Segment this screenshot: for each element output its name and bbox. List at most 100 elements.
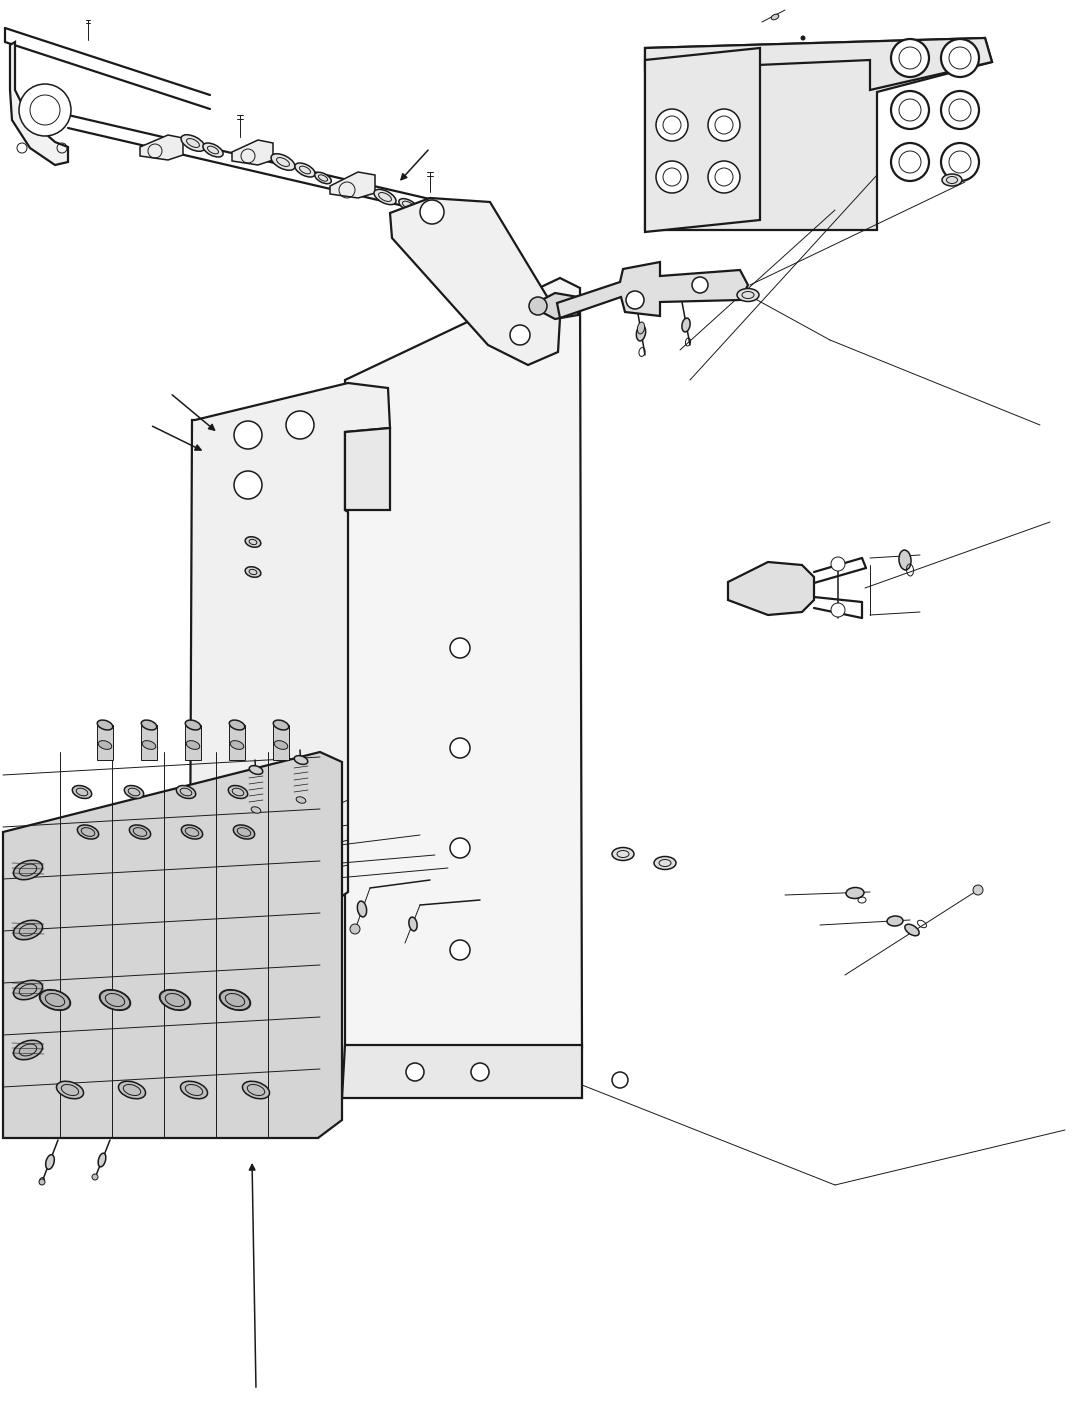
Ellipse shape <box>887 916 903 926</box>
Polygon shape <box>190 383 390 910</box>
Ellipse shape <box>230 720 245 730</box>
Circle shape <box>692 277 708 293</box>
Ellipse shape <box>245 567 261 577</box>
Ellipse shape <box>942 174 962 186</box>
Ellipse shape <box>249 765 263 774</box>
Ellipse shape <box>220 989 250 1010</box>
Ellipse shape <box>100 989 130 1010</box>
Ellipse shape <box>181 1081 208 1099</box>
Circle shape <box>973 885 983 895</box>
Ellipse shape <box>13 860 42 879</box>
Ellipse shape <box>13 981 42 1000</box>
Circle shape <box>286 411 314 439</box>
Polygon shape <box>538 293 578 319</box>
Polygon shape <box>229 725 245 760</box>
Polygon shape <box>3 751 342 1138</box>
Circle shape <box>831 557 845 571</box>
Circle shape <box>510 325 530 345</box>
Ellipse shape <box>637 325 645 340</box>
Ellipse shape <box>159 989 191 1010</box>
Circle shape <box>708 160 740 193</box>
Circle shape <box>891 39 929 77</box>
Circle shape <box>941 39 979 77</box>
Circle shape <box>406 1064 425 1081</box>
Circle shape <box>891 144 929 182</box>
Ellipse shape <box>13 1040 42 1059</box>
Ellipse shape <box>203 144 223 158</box>
Ellipse shape <box>274 740 288 750</box>
Ellipse shape <box>243 1081 270 1099</box>
Ellipse shape <box>409 917 417 931</box>
Circle shape <box>656 160 688 193</box>
Ellipse shape <box>129 825 151 839</box>
Ellipse shape <box>273 720 289 730</box>
Polygon shape <box>645 38 992 229</box>
Circle shape <box>420 200 444 224</box>
Ellipse shape <box>899 550 911 570</box>
Polygon shape <box>345 279 582 1065</box>
Ellipse shape <box>529 297 547 315</box>
Ellipse shape <box>45 1155 54 1169</box>
Ellipse shape <box>233 825 255 839</box>
Circle shape <box>891 91 929 129</box>
Circle shape <box>451 637 470 658</box>
Circle shape <box>471 1064 490 1081</box>
Ellipse shape <box>638 322 644 333</box>
Ellipse shape <box>399 198 417 211</box>
Ellipse shape <box>56 1081 83 1099</box>
Circle shape <box>350 924 360 934</box>
Ellipse shape <box>846 888 864 899</box>
Ellipse shape <box>13 920 42 940</box>
Polygon shape <box>141 725 157 760</box>
Ellipse shape <box>185 720 200 730</box>
Polygon shape <box>185 725 201 760</box>
Ellipse shape <box>229 785 248 799</box>
Circle shape <box>19 84 71 136</box>
Circle shape <box>234 421 262 449</box>
Polygon shape <box>140 135 183 160</box>
Ellipse shape <box>357 900 367 917</box>
Polygon shape <box>273 725 289 760</box>
Polygon shape <box>345 428 390 509</box>
Ellipse shape <box>186 740 199 750</box>
Ellipse shape <box>245 536 261 547</box>
Ellipse shape <box>99 1154 106 1166</box>
Circle shape <box>451 839 470 858</box>
Ellipse shape <box>295 756 308 764</box>
Ellipse shape <box>738 288 759 301</box>
Ellipse shape <box>682 318 690 332</box>
Ellipse shape <box>118 1081 145 1099</box>
Ellipse shape <box>612 847 634 861</box>
Circle shape <box>656 108 688 141</box>
Circle shape <box>941 91 979 129</box>
Ellipse shape <box>177 785 196 799</box>
Ellipse shape <box>181 135 205 152</box>
Ellipse shape <box>125 785 144 799</box>
Circle shape <box>801 37 805 39</box>
Ellipse shape <box>231 740 244 750</box>
Ellipse shape <box>181 825 203 839</box>
Ellipse shape <box>99 740 112 750</box>
Polygon shape <box>645 48 760 232</box>
Ellipse shape <box>296 796 305 803</box>
Circle shape <box>451 940 470 960</box>
Ellipse shape <box>77 825 99 839</box>
Polygon shape <box>10 42 68 165</box>
Ellipse shape <box>271 153 295 170</box>
Ellipse shape <box>97 720 113 730</box>
Polygon shape <box>390 198 560 364</box>
Circle shape <box>831 604 845 618</box>
Polygon shape <box>97 725 113 760</box>
Ellipse shape <box>905 924 919 936</box>
Ellipse shape <box>374 190 396 204</box>
Circle shape <box>941 144 979 182</box>
Polygon shape <box>342 1045 582 1097</box>
Polygon shape <box>232 141 273 165</box>
Ellipse shape <box>251 806 261 813</box>
Ellipse shape <box>141 720 157 730</box>
Ellipse shape <box>39 989 70 1010</box>
Polygon shape <box>645 38 992 90</box>
Polygon shape <box>557 262 748 318</box>
Circle shape <box>92 1173 97 1180</box>
Circle shape <box>234 471 262 499</box>
